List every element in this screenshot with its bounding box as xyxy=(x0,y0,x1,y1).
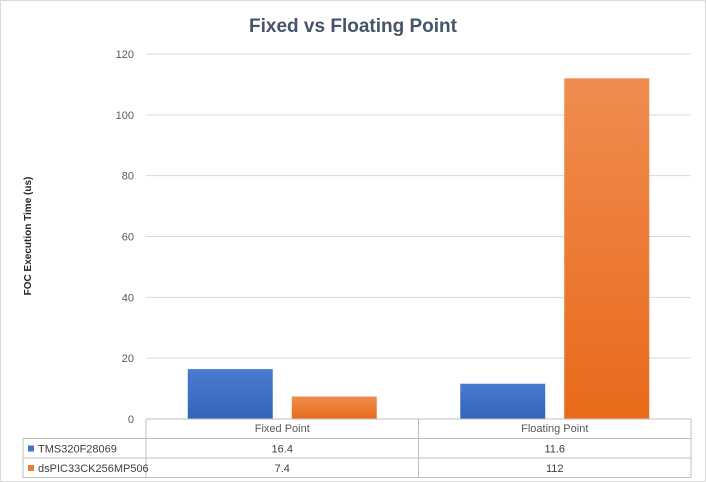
chart-title: Fixed vs Floating Point xyxy=(249,16,458,37)
y-tick-label: 40 xyxy=(122,292,134,304)
bar-dspic33ck256mp506-fixed-point xyxy=(291,396,377,419)
y-tick-label: 60 xyxy=(122,232,134,244)
bar-dspic33ck256mp506-floating-point xyxy=(564,78,650,419)
y-axis-label: FOC Execution Time (us) xyxy=(23,177,34,296)
legend-entry: TMS320F28069 xyxy=(38,444,117,456)
legend-key xyxy=(28,445,34,452)
x-category-label: Floating Point xyxy=(521,423,588,435)
y-tick-label: 0 xyxy=(128,414,134,426)
bar-tms320f28069-floating-point xyxy=(460,383,546,419)
x-category-label: Fixed Point xyxy=(255,423,310,435)
y-tick-labels: 0 20 40 60 80 100 120 xyxy=(116,49,134,426)
y-tick-label: 80 xyxy=(122,171,134,183)
data-label: 112 xyxy=(546,463,564,475)
legend-key xyxy=(28,465,34,471)
bar-tms320f28069-fixed-point xyxy=(187,369,273,419)
y-tick-label: 120 xyxy=(116,49,134,61)
data-label: 11.6 xyxy=(544,444,565,456)
data-table: Fixed Point Floating Point TMS320F28069 16.… xyxy=(22,418,692,478)
data-label: 16.4 xyxy=(272,444,293,456)
data-label: 7.4 xyxy=(275,463,290,475)
gridlines xyxy=(146,53,691,420)
y-tick-label: 20 xyxy=(122,353,134,365)
legend-entry: dsPIC33CK256MP506 xyxy=(38,463,149,475)
bars xyxy=(187,78,650,419)
y-tick-label: 100 xyxy=(116,110,134,122)
